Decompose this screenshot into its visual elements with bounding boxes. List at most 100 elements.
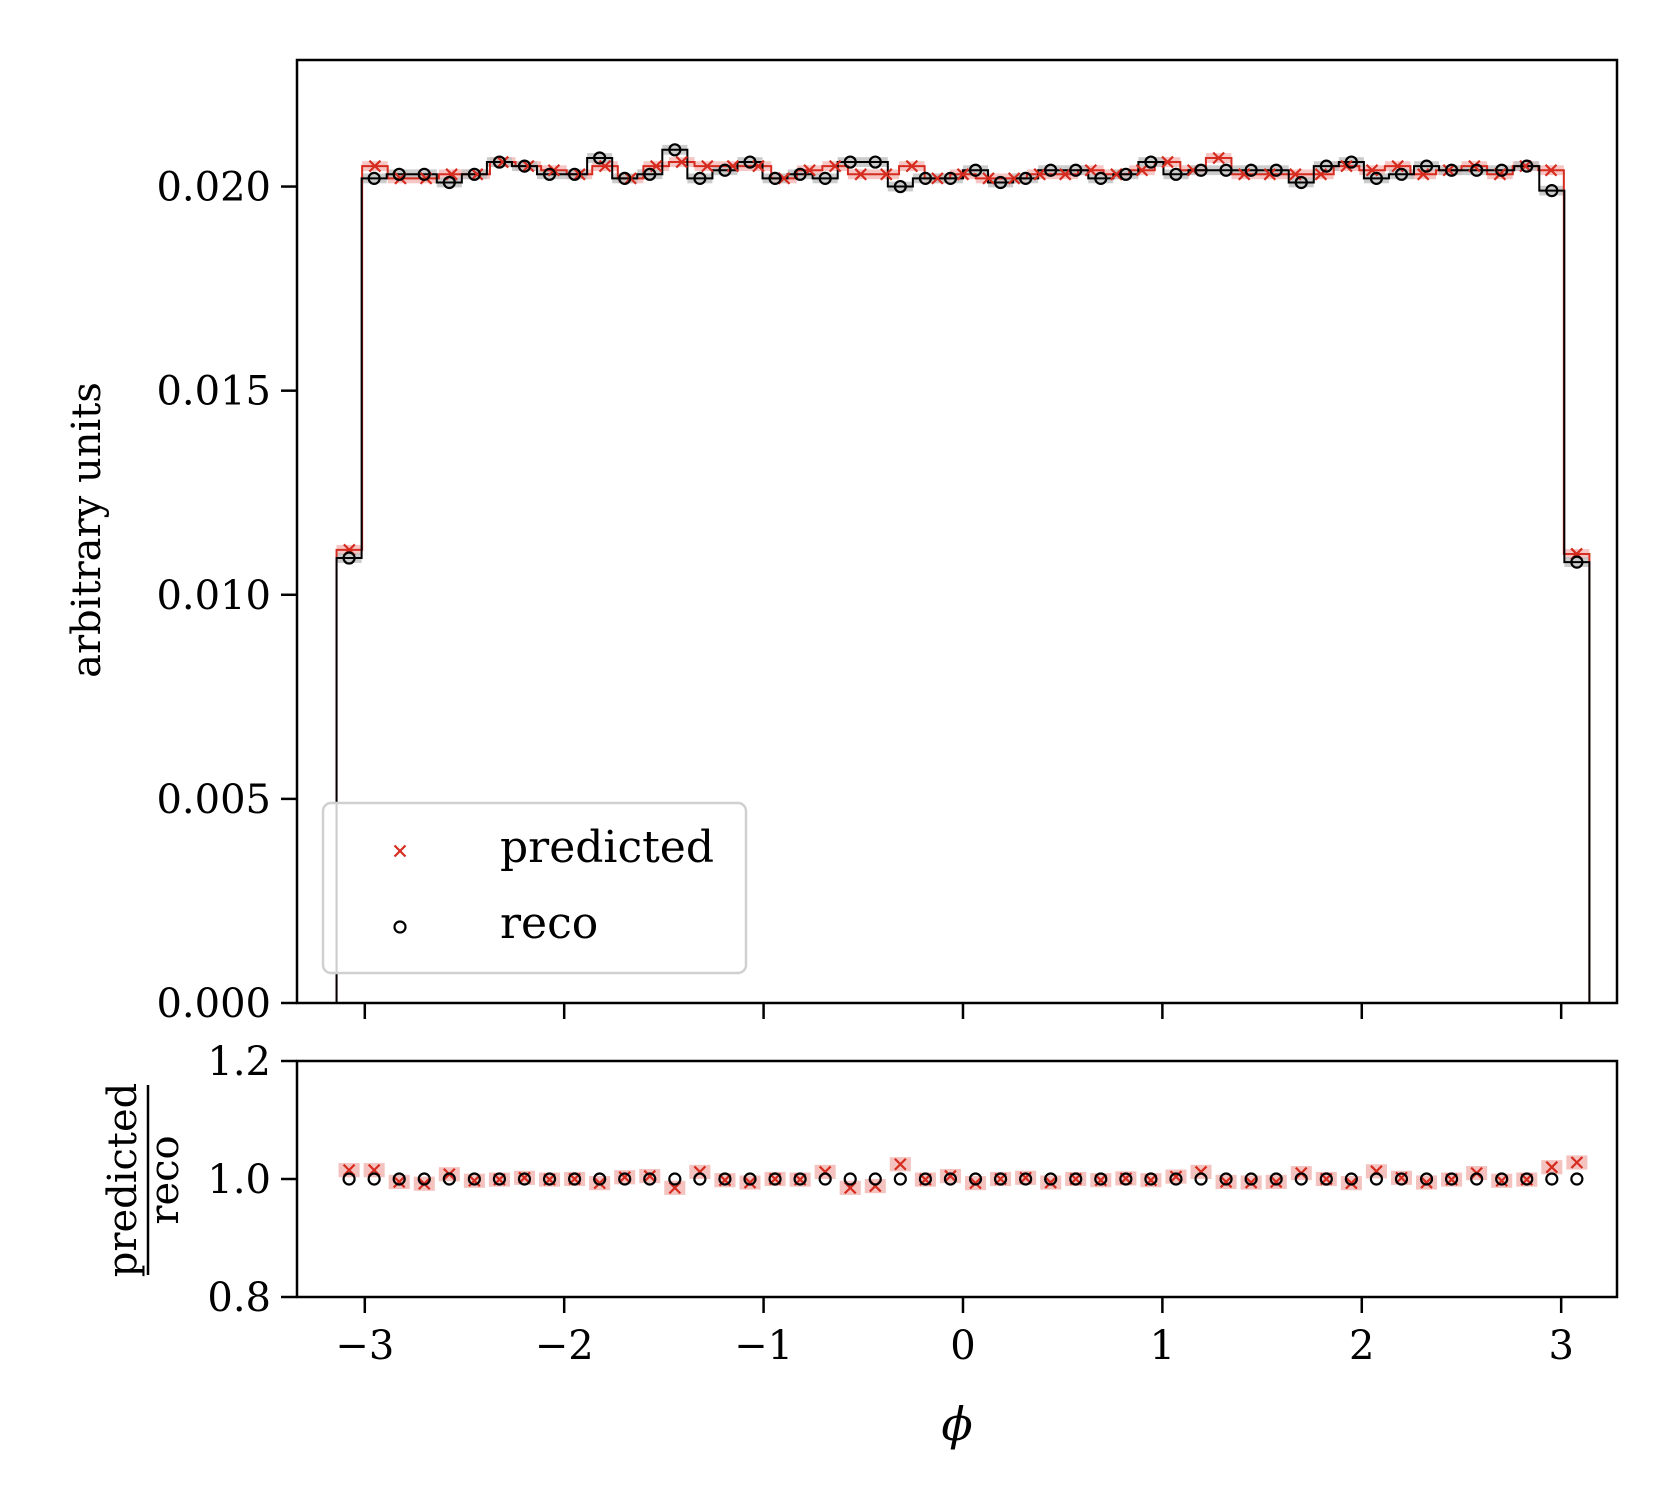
legend-reco-label: reco	[500, 898, 598, 949]
point-predicted-27-stroke-b	[1033, 168, 1046, 181]
point-predicted-36-stroke-b	[1263, 168, 1277, 181]
point-reco-43	[1419, 159, 1434, 173]
point-predicted-20-stroke-b	[854, 168, 867, 181]
point-reco-28	[1044, 163, 1058, 177]
legend-box	[321, 801, 748, 975]
ratio-point-reco-35	[1219, 1172, 1233, 1186]
ratio-y-tick-label-2: 1.2	[207, 1039, 271, 1085]
ratio-point-predicted-12	[643, 1169, 657, 1183]
ratio-point-predicted-48	[1545, 1160, 1559, 1174]
ratio-point-reco-47	[1520, 1172, 1534, 1186]
point-predicted-47-stroke-b	[1544, 163, 1558, 177]
step-reco	[335, 148, 1591, 1003]
ratio-point-reco-48	[1545, 1172, 1559, 1186]
ratio-point-reco-43	[1419, 1172, 1434, 1186]
ratio-point-predicted-10	[593, 1176, 606, 1190]
ratio-point-reco-26	[993, 1172, 1008, 1186]
point-predicted-21-stroke-b	[879, 168, 893, 181]
point-predicted-13	[675, 155, 689, 169]
ratio-point-reco-41	[1369, 1172, 1384, 1186]
ratio-point-reco-42	[1394, 1172, 1409, 1186]
point-predicted-31	[1135, 163, 1149, 177]
ratio-point-predicted-10-stroke-b	[593, 1176, 606, 1190]
ratio-point-predicted-36	[1244, 1176, 1258, 1189]
ratio-point-predicted-22-stroke-b	[894, 1157, 907, 1171]
point-reco-47	[1520, 159, 1534, 173]
point-predicted-20	[854, 168, 867, 181]
ratio-y-tick-label-0: 0.8	[207, 1275, 271, 1321]
ratio-point-reco-9	[568, 1172, 582, 1186]
point-predicted-22-stroke-b	[905, 159, 919, 173]
point-predicted-6	[496, 155, 510, 169]
point-reco-45	[1470, 163, 1484, 177]
point-reco-49	[1570, 555, 1584, 569]
ratio-point-reco-23	[918, 1172, 932, 1186]
point-predicted-47	[1544, 163, 1558, 177]
point-predicted-1-stroke-b	[368, 159, 382, 173]
point-predicted-25-stroke-b	[982, 172, 995, 185]
legend-x-glyph-stroke-b	[393, 844, 407, 858]
main-y-tick-label-4: 0.020	[156, 165, 271, 211]
ratio-markers	[342, 1156, 1584, 1195]
point-predicted-35-stroke-b	[1237, 168, 1251, 181]
ratio-point-reco-2	[392, 1172, 406, 1186]
ratio-point-reco-39	[1319, 1172, 1333, 1186]
ratio-panel: 0.8 1.0 1.2 −3 −2 −1 0 1 2 3 predicted reco ϕ	[100, 1039, 1619, 1451]
ratio-point-predicted-2-stroke-b	[392, 1175, 406, 1189]
main-y-axis-label: arbitrary units	[64, 382, 110, 678]
ratio-point-predicted-40-stroke-b	[1345, 1176, 1358, 1190]
main-axes-frame	[295, 58, 1619, 1005]
point-predicted-19-stroke-b	[828, 159, 842, 173]
ratio-point-reco-16	[743, 1172, 757, 1186]
ratio-point-predicted-43	[1420, 1176, 1433, 1189]
point-reco-24	[943, 171, 958, 185]
legend: predicted reco	[321, 801, 748, 975]
point-predicted-14-stroke-b	[701, 159, 714, 173]
point-reco-32	[1144, 155, 1158, 169]
point-predicted-7-stroke-b	[522, 159, 535, 173]
ratio-point-reco-31	[1119, 1172, 1133, 1186]
ratio-point-reco-18	[793, 1172, 807, 1186]
x-tick-label-4: 1	[1150, 1323, 1175, 1369]
point-reco-36	[1244, 163, 1258, 177]
point-reco-2	[392, 167, 406, 181]
point-reco-44	[1444, 163, 1459, 177]
main-y-tick-label-3: 0.015	[156, 369, 271, 415]
x-tick-label-2: −1	[734, 1323, 793, 1369]
point-predicted-34-stroke-b	[1212, 151, 1225, 165]
ratio-point-reco-32	[1144, 1172, 1158, 1186]
point-predicted-25	[982, 172, 995, 185]
ratio-point-predicted-37-stroke-b	[1269, 1175, 1283, 1189]
point-reco-10	[593, 151, 607, 165]
point-reco-14	[693, 171, 707, 185]
ratio-point-reco-15	[718, 1172, 732, 1186]
point-reco-18	[793, 167, 807, 181]
main-y-ticks: 0.000 0.005 0.010 0.015 0.020	[156, 165, 297, 1027]
point-reco-33	[1169, 167, 1183, 181]
point-reco-26	[993, 175, 1008, 190]
point-reco-37	[1269, 163, 1283, 177]
ratio-point-predicted-24-stroke-b	[944, 1169, 957, 1183]
ratio-point-reco-4	[442, 1172, 456, 1186]
ratio-point-reco-20	[843, 1172, 857, 1186]
ratio-point-reco-0	[342, 1172, 356, 1186]
point-reco-8	[542, 167, 557, 181]
ratio-point-reco-24	[943, 1172, 958, 1186]
point-reco-20	[843, 155, 857, 169]
ratio-point-predicted-35-stroke-b	[1219, 1175, 1233, 1189]
main-y-tick-label-1: 0.005	[156, 777, 271, 823]
point-reco-38	[1294, 175, 1308, 190]
ratio-point-reco-10	[593, 1172, 607, 1186]
legend-o-glyph	[393, 920, 407, 934]
point-predicted-29	[1084, 163, 1098, 177]
point-reco-34	[1194, 163, 1208, 177]
ratio-point-reco-40	[1344, 1172, 1358, 1186]
point-predicted-23-stroke-b	[931, 172, 944, 185]
ratio-point-predicted-16-stroke-b	[743, 1176, 757, 1189]
ratio-point-predicted-36-stroke-b	[1244, 1176, 1258, 1189]
ratio-point-reco-3	[417, 1172, 431, 1186]
point-reco-13	[668, 143, 682, 157]
ratio-point-reco-33	[1169, 1172, 1183, 1186]
point-predicted-43-stroke-b	[1442, 163, 1456, 177]
ratio-point-predicted-2	[392, 1175, 406, 1189]
